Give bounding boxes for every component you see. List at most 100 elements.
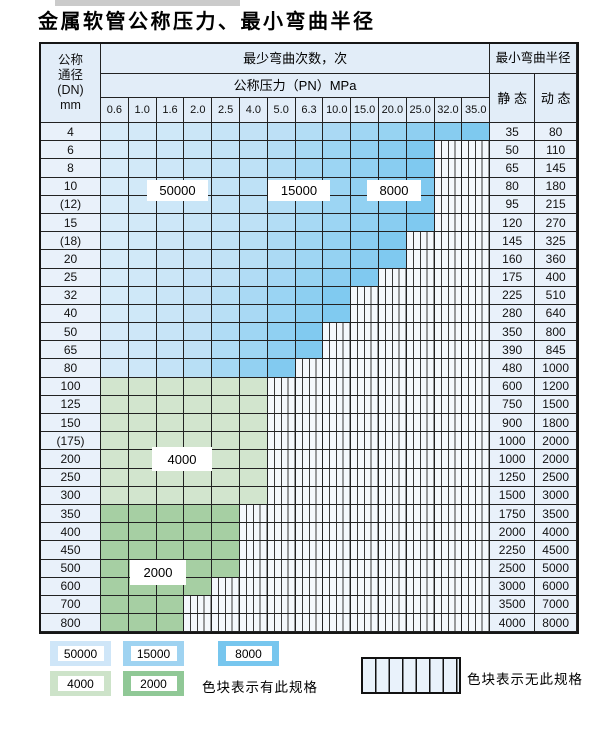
dynamic-radius-cell: 3500 xyxy=(535,504,578,524)
no-spec-cell xyxy=(462,159,491,178)
spec-cell xyxy=(128,595,157,615)
spec-cell xyxy=(184,232,213,251)
spec-cell xyxy=(267,268,296,287)
dynamic-radius-cell: 800 xyxy=(535,323,578,342)
no-spec-cell xyxy=(406,268,435,287)
spec-cell xyxy=(378,232,407,251)
spec-cell xyxy=(156,323,185,342)
spec-cell xyxy=(295,159,324,178)
no-spec-cell xyxy=(295,450,324,469)
no-spec-cell xyxy=(323,414,352,433)
static-radius-cell: 1250 xyxy=(490,468,536,487)
spec-cell xyxy=(128,213,157,233)
spec-cell xyxy=(212,177,240,196)
no-spec-cell xyxy=(434,414,463,433)
no-spec-cell xyxy=(434,177,463,196)
spec-cell xyxy=(101,250,129,269)
spec-cell xyxy=(128,323,157,342)
static-radius-cell: 4000 xyxy=(490,614,536,633)
no-spec-cell xyxy=(406,323,435,342)
spec-cell xyxy=(101,504,129,524)
spec-cell xyxy=(156,523,185,542)
spec-cell xyxy=(323,213,352,233)
spec-cell xyxy=(267,250,296,269)
no-spec-cell xyxy=(406,395,435,414)
spec-cell xyxy=(212,541,240,560)
pressure-col-header: 10.0 xyxy=(323,98,352,123)
no-spec-cell xyxy=(267,468,296,487)
no-spec-cell xyxy=(434,595,463,615)
spec-cell xyxy=(101,541,129,560)
static-radius-cell: 65 xyxy=(490,159,536,178)
spec-cell xyxy=(156,250,185,269)
spec-cell xyxy=(323,304,352,324)
dn-header-line: 公称 xyxy=(57,53,83,67)
no-spec-cell xyxy=(434,323,463,342)
no-spec-cell xyxy=(462,504,491,524)
spec-cell xyxy=(128,123,157,142)
no-spec-cell xyxy=(378,450,407,469)
spec-cell xyxy=(101,559,129,578)
no-spec-cell xyxy=(239,595,268,615)
spec-cell xyxy=(101,195,129,214)
dn-column-header: 公称 通径 (DN) mm xyxy=(41,44,101,123)
static-radius-cell: 1750 xyxy=(490,504,536,524)
no-spec-cell xyxy=(351,359,379,378)
spec-cell xyxy=(101,486,129,505)
dynamic-radius-cell: 7000 xyxy=(535,595,578,615)
no-spec-cell xyxy=(323,323,352,342)
no-spec-cell xyxy=(434,614,463,633)
spec-cell xyxy=(184,304,213,324)
spec-cell xyxy=(239,304,268,324)
dynamic-radius-cell: 1500 xyxy=(535,395,578,414)
no-spec-cell xyxy=(462,450,491,469)
pressure-header: 公称压力（PN）MPa xyxy=(101,74,491,98)
no-spec-cell xyxy=(434,232,463,251)
spec-cell xyxy=(184,359,213,378)
no-spec-cell xyxy=(434,486,463,505)
spec-table: 公称 通径 (DN) mm 最少弯曲次数，次 最小弯曲半径 公称压力（PN）MP… xyxy=(39,42,580,635)
static-radius-cell: 1000 xyxy=(490,450,536,469)
spec-cell xyxy=(212,286,240,305)
spec-cell xyxy=(184,504,213,524)
no-spec-cell xyxy=(351,323,379,342)
dn-header-line: 通径 xyxy=(57,68,83,82)
no-spec-cell xyxy=(378,432,407,451)
spec-cell xyxy=(239,177,268,196)
spec-cell xyxy=(351,159,379,178)
spec-cell xyxy=(378,141,407,160)
spec-cell xyxy=(351,213,379,233)
no-spec-cell xyxy=(434,395,463,414)
spec-cell xyxy=(156,395,185,414)
no-spec-cell xyxy=(462,595,491,615)
spec-cell xyxy=(128,377,157,396)
spec-cell xyxy=(156,286,185,305)
dynamic-radius-cell: 325 xyxy=(535,232,578,251)
spec-cell xyxy=(184,250,213,269)
spec-cell xyxy=(128,304,157,324)
spec-cell xyxy=(184,414,213,433)
legend-swatch: 15000 xyxy=(123,641,184,666)
spec-cell xyxy=(184,213,213,233)
no-spec-cell xyxy=(378,341,407,360)
spec-cell xyxy=(212,195,240,214)
spec-cell xyxy=(295,323,324,342)
no-spec-cell xyxy=(378,559,407,578)
no-spec-cell xyxy=(406,541,435,560)
spec-cell xyxy=(212,359,240,378)
no-spec-cell xyxy=(351,377,379,396)
spec-cell xyxy=(156,232,185,251)
pressure-col-header: 1.6 xyxy=(156,98,185,123)
no-spec-cell xyxy=(378,323,407,342)
dynamic-radius-cell: 215 xyxy=(535,195,578,214)
spec-cell xyxy=(128,504,157,524)
no-spec-cell xyxy=(295,595,324,615)
no-spec-cell xyxy=(462,141,491,160)
spec-cell xyxy=(323,141,352,160)
static-radius-cell: 50 xyxy=(490,141,536,160)
spec-cell xyxy=(101,268,129,287)
spec-cell xyxy=(239,232,268,251)
no-spec-cell xyxy=(295,577,324,596)
no-spec-cell xyxy=(378,377,407,396)
